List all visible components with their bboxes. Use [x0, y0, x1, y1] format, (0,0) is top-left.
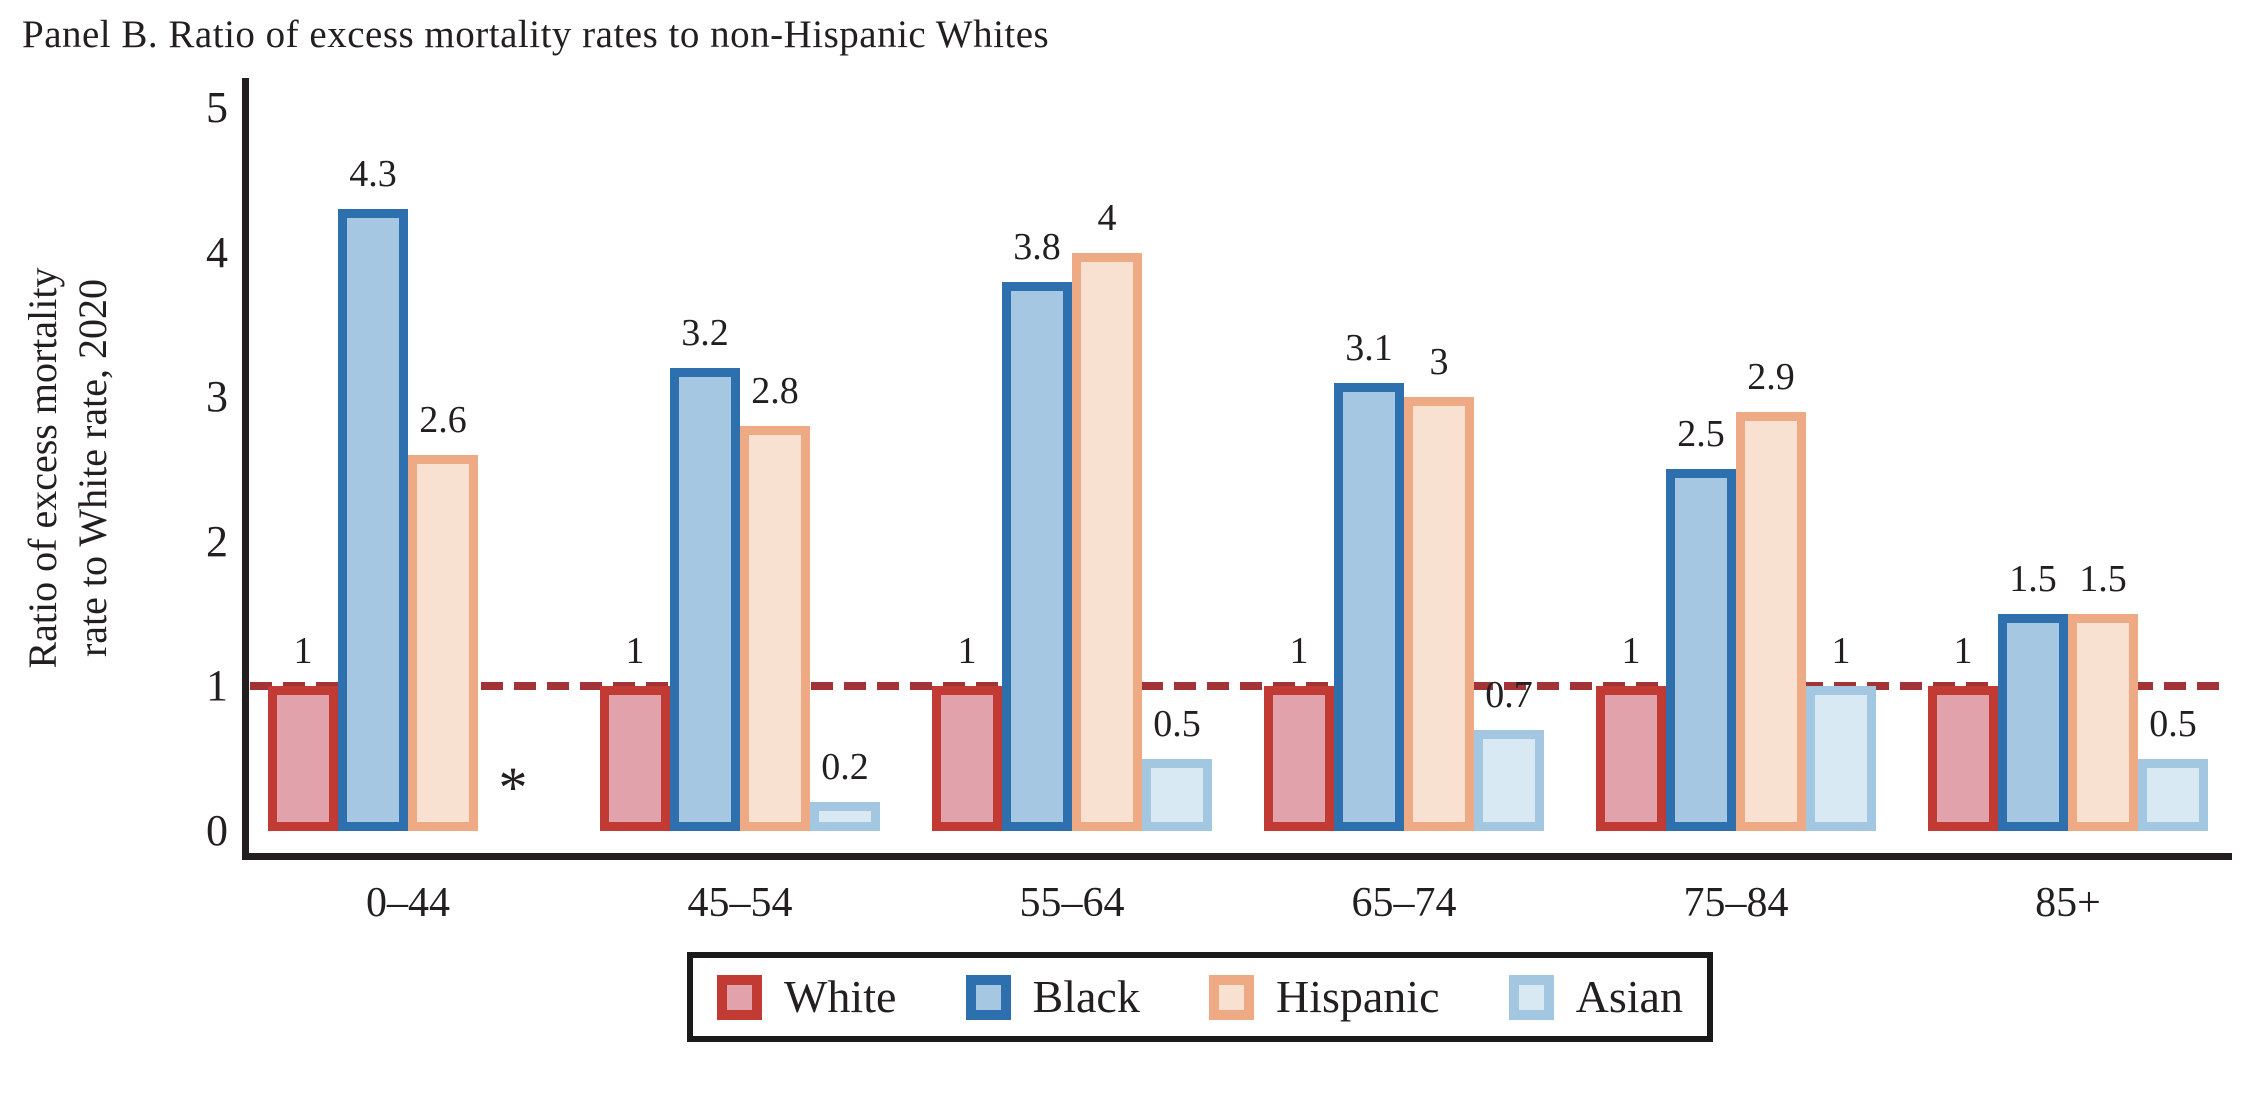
- x-category-label-55-64: 55–64: [1019, 880, 1125, 926]
- bar-value-label-asian-55-64: 0.5: [1153, 703, 1201, 745]
- bar-black-0-44: [338, 209, 408, 831]
- bar-hispanic-45-54: [740, 426, 810, 831]
- reference-line-ratio-1: [250, 682, 2230, 690]
- bar-black-75-84: [1666, 469, 1736, 831]
- bar-asian-85+: [2138, 759, 2208, 831]
- bar-value-label-hispanic-65-74: 3: [1429, 341, 1449, 383]
- bar-value-label-black-55-64: 3.8: [1013, 226, 1061, 268]
- bar-hispanic-65-74: [1404, 397, 1474, 831]
- legend-item-white: White: [717, 974, 896, 1020]
- bar-value-label-white-55-64: 1: [957, 630, 977, 672]
- y-axis-title: Ratio of excess mortality rate to White …: [18, 267, 118, 668]
- x-axis-line: [242, 853, 2232, 860]
- y-tick-label-2: 2: [206, 517, 228, 566]
- legend-item-black: Black: [965, 971, 1140, 1022]
- bar-hispanic-85+: [2068, 614, 2138, 831]
- bar-white-45-54: [600, 686, 670, 831]
- legend-swatch-hispanic: [1208, 974, 1254, 1020]
- bar-asian-65-74: [1474, 730, 1544, 831]
- x-category-label-85+: 85+: [2035, 880, 2101, 926]
- x-category-label-0-44: 0–44: [366, 880, 450, 926]
- bar-white-85+: [1928, 686, 1998, 831]
- y-axis-title-line2: rate to White rate, 2020: [70, 278, 115, 658]
- bar-value-label-asian-45-54: 0.2: [821, 746, 869, 788]
- legend-label-black: Black: [1032, 971, 1140, 1022]
- bar-value-label-asian-65-74: 0.7: [1485, 674, 1533, 716]
- bar-value-label-black-45-54: 3.2: [681, 312, 729, 354]
- x-category-label-75-84: 75–84: [1683, 880, 1789, 926]
- legend-item-asian: Asian: [1508, 971, 1683, 1022]
- x-category-label-65-74: 65–74: [1351, 880, 1457, 926]
- bar-value-label-white-75-84: 1: [1621, 630, 1641, 672]
- chart-title: Panel B. Ratio of excess mortality rates…: [22, 13, 1050, 56]
- y-tick-label-5: 5: [206, 83, 228, 132]
- bar-hispanic-75-84: [1736, 412, 1806, 831]
- bar-hispanic-55-64: [1072, 253, 1142, 831]
- legend-item-hispanic: Hispanic: [1208, 971, 1440, 1022]
- bar-white-0-44: [268, 686, 338, 831]
- bar-black-65-74: [1334, 383, 1404, 831]
- bar-value-label-hispanic-45-54: 2.8: [751, 370, 799, 412]
- bar-black-85+: [1998, 614, 2068, 831]
- bar-value-label-hispanic-85+: 1.5: [2079, 558, 2127, 600]
- bar-black-45-54: [670, 368, 740, 831]
- bar-white-55-64: [932, 686, 1002, 831]
- bar-asian-55-64: [1142, 759, 1212, 831]
- bar-value-label-white-65-74: 1: [1289, 630, 1309, 672]
- y-tick-label-1: 1: [206, 661, 228, 710]
- legend-swatch-asian: [1508, 974, 1554, 1020]
- bar-white-75-84: [1596, 686, 1666, 831]
- bar-value-label-black-0-44: 4.3: [349, 153, 397, 195]
- bar-white-65-74: [1264, 686, 1334, 831]
- y-tick-label-4: 4: [206, 228, 228, 277]
- bar-value-label-black-65-74: 3.1: [1345, 327, 1393, 369]
- bar-asian-75-84: [1806, 686, 1876, 831]
- bar-value-label-black-75-84: 2.5: [1677, 413, 1725, 455]
- legend-label-asian: Asian: [1575, 971, 1683, 1022]
- y-axis-line: [242, 78, 249, 860]
- legend: White Black Hispanic Asian: [687, 952, 1713, 1042]
- bar-value-label-hispanic-55-64: 4: [1097, 197, 1117, 239]
- legend-swatch-black: [965, 974, 1011, 1020]
- bar-value-label-white-45-54: 1: [625, 630, 645, 672]
- bar-value-label-white-85+: 1: [1953, 630, 1973, 672]
- bar-value-label-asian-75-84: 1: [1831, 630, 1851, 672]
- bar-asian-45-54: [810, 802, 880, 831]
- y-tick-label-0: 0: [206, 806, 228, 855]
- x-category-label-45-54: 45–54: [687, 880, 793, 926]
- legend-label-white: White: [784, 971, 897, 1022]
- y-tick-label-3: 3: [206, 372, 228, 421]
- bar-black-55-64: [1002, 282, 1072, 831]
- y-axis-title-line1: Ratio of excess mortality: [20, 267, 65, 669]
- bar-value-label-hispanic-0-44: 2.6: [419, 399, 467, 441]
- bar-hispanic-0-44: [408, 455, 478, 831]
- bar-value-label-white-0-44: 1: [293, 630, 313, 672]
- bar-value-label-hispanic-75-84: 2.9: [1747, 356, 1795, 398]
- legend-swatch-white: [717, 974, 762, 1020]
- missing-value-marker-asian-0-44: *: [498, 754, 528, 820]
- legend-label-hispanic: Hispanic: [1275, 971, 1440, 1022]
- bar-value-label-black-85+: 1.5: [2009, 558, 2057, 600]
- bar-value-label-asian-85+: 0.5: [2149, 703, 2197, 745]
